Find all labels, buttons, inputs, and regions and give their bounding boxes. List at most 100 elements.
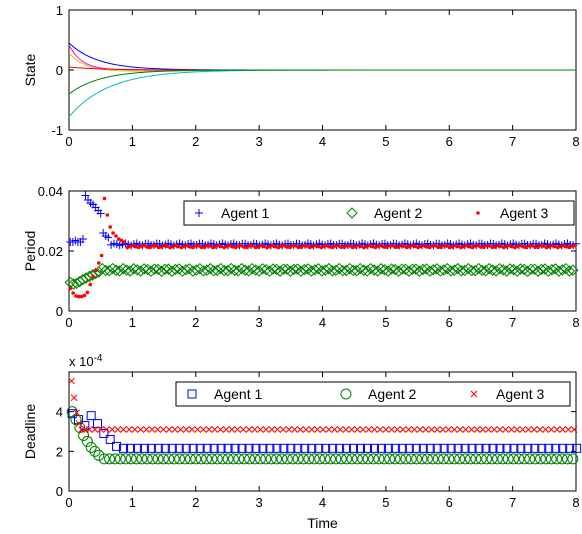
data-point [233, 453, 245, 465]
data-point [291, 263, 304, 275]
data-point [134, 244, 138, 249]
data-point [359, 244, 363, 249]
data-point [385, 263, 398, 275]
data-point [99, 253, 104, 258]
data-point [438, 264, 450, 276]
data-point [259, 243, 264, 248]
legend-marker [346, 207, 358, 219]
data-point [254, 453, 266, 465]
data-point [267, 263, 279, 275]
legend-box [183, 200, 575, 226]
data-point [406, 263, 419, 275]
data-point [213, 245, 218, 249]
data-point [116, 237, 121, 241]
data-point [117, 262, 129, 275]
data-point [303, 453, 315, 465]
x-tick-label: 4 [319, 134, 326, 149]
x-tick-label: 1 [129, 315, 136, 330]
data-point [536, 245, 540, 249]
data-point [148, 245, 152, 250]
data-point [302, 263, 314, 275]
data-point [208, 265, 220, 277]
data-point [319, 453, 331, 465]
data-point [179, 453, 191, 465]
series-line [68, 44, 576, 71]
data-point [167, 443, 177, 453]
data-point [290, 244, 295, 248]
data-point [165, 244, 170, 248]
y-exponent-power: -4 [94, 353, 103, 364]
data-point [70, 394, 78, 402]
data-point [314, 426, 321, 433]
data-point [464, 243, 469, 248]
data-point [89, 267, 102, 280]
period-panel: 0 1 2 3 4 5 6 7 8 0 0.02 0.04 Period Agent 1 Agent 2 Ag… [22, 184, 580, 330]
data-point [513, 453, 525, 465]
data-point [356, 443, 366, 453]
data-point [450, 426, 458, 433]
data-point [96, 261, 101, 265]
data-point [216, 243, 221, 248]
data-point [556, 245, 560, 250]
data-point [428, 426, 435, 433]
data-point [560, 262, 572, 275]
data-point [279, 443, 289, 453]
data-point [184, 453, 196, 465]
x-tick-label: 2 [192, 315, 199, 330]
data-point [346, 453, 358, 465]
series-line [68, 69, 576, 95]
x-tick-label: 1 [129, 134, 136, 149]
data-point [293, 443, 303, 453]
data-point [285, 426, 293, 433]
data-point [556, 264, 569, 276]
data-point [274, 426, 281, 433]
data-point [216, 443, 226, 453]
data-point [223, 443, 233, 453]
data-point [532, 265, 544, 277]
data-point [310, 244, 315, 249]
data-point [397, 443, 407, 453]
data-point [125, 443, 135, 453]
data-point [237, 443, 247, 453]
data-point [387, 244, 392, 248]
data-point [331, 426, 338, 433]
data-point [427, 264, 440, 276]
data-point [97, 426, 105, 433]
data-point [253, 245, 258, 250]
data-point [270, 243, 275, 248]
data-point [476, 264, 488, 277]
data-point [496, 426, 504, 433]
data-point [296, 426, 304, 433]
data-point [122, 240, 127, 244]
data-point [104, 453, 116, 465]
data-point [120, 264, 133, 276]
x-tick-label: 4 [319, 315, 326, 330]
data-point [171, 426, 179, 433]
data-point [324, 453, 336, 465]
data-point [474, 443, 484, 453]
data-point [94, 268, 98, 273]
data-point [486, 264, 499, 276]
data-point [236, 244, 241, 248]
data-point [308, 245, 312, 250]
data-point [466, 264, 478, 277]
data-point [342, 426, 350, 433]
data-point [342, 443, 352, 453]
data-point [481, 443, 491, 453]
data-point [375, 263, 387, 275]
data-point [217, 453, 229, 465]
data-point [222, 245, 227, 250]
legend-box [175, 381, 571, 407]
x-tick-label: 3 [256, 315, 263, 330]
data-point [176, 244, 181, 249]
data-point [427, 245, 432, 250]
data-point [405, 453, 417, 465]
data-point [142, 426, 150, 433]
data-point [445, 426, 452, 433]
data-point [348, 426, 356, 433]
data-point [570, 426, 578, 433]
data-point [105, 213, 110, 217]
data-point [525, 263, 537, 275]
data-point [504, 244, 509, 249]
data-point [389, 453, 401, 465]
